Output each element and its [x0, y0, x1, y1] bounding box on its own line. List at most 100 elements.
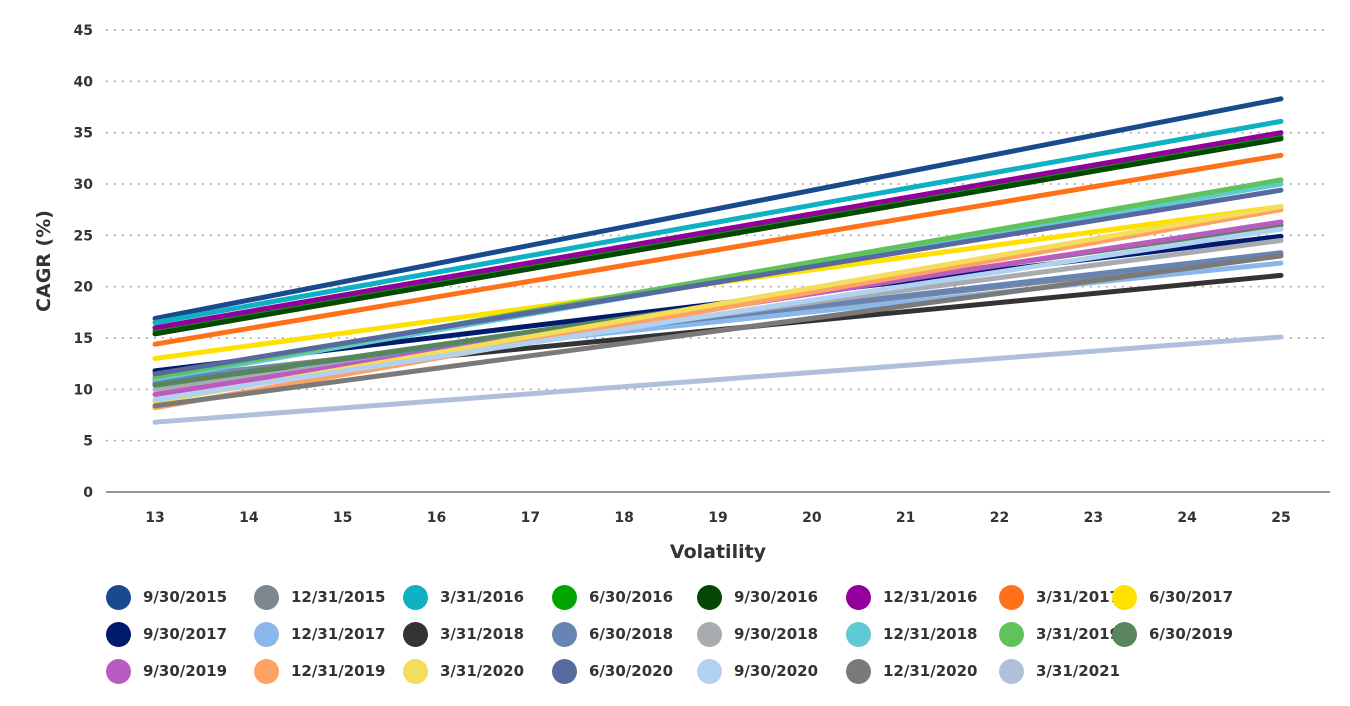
series-line — [152, 187, 1284, 377]
legend-swatch-icon — [999, 621, 1024, 647]
series-line — [152, 130, 1284, 331]
y-tick-label: 35 — [74, 126, 93, 142]
x-tick-label: 22 — [990, 510, 1009, 526]
series-line — [152, 118, 1284, 326]
legend-label: 12/31/2019 — [291, 662, 386, 680]
legend-item[interactable]: 3/31/2018 — [403, 620, 524, 648]
legend-label: 3/31/2018 — [440, 625, 525, 643]
legend-label: 9/30/2015 — [143, 588, 228, 606]
legend-item[interactable]: 3/31/2021 — [999, 657, 1120, 685]
legend-label: 12/31/2020 — [883, 662, 978, 680]
legend-label: 6/30/2017 — [1149, 588, 1234, 606]
legend-item[interactable]: 9/30/2015 — [106, 583, 227, 611]
legend-label: 9/30/2019 — [143, 662, 228, 680]
legend-swatch-icon — [697, 658, 722, 684]
series-line — [152, 334, 1284, 425]
x-tick-label: 16 — [427, 510, 446, 526]
legend-label: 3/31/2021 — [1036, 662, 1121, 680]
legend-swatch-icon — [999, 658, 1024, 684]
legend-swatch-icon — [403, 584, 428, 610]
legend-item[interactable]: 9/30/2016 — [697, 583, 818, 611]
legend-label: 6/30/2020 — [589, 662, 674, 680]
legend-item[interactable]: 3/31/2019 — [999, 620, 1120, 648]
legend-label: 9/30/2016 — [734, 588, 819, 606]
y-tick-label: 30 — [74, 177, 94, 193]
legend-item[interactable]: 12/31/2020 — [846, 657, 977, 685]
legend-label: 9/30/2017 — [143, 625, 228, 643]
x-tick-label: 17 — [521, 510, 540, 526]
legend-item[interactable]: 12/31/2018 — [846, 620, 977, 648]
series-line — [152, 207, 1284, 411]
legend-item[interactable]: 6/30/2019 — [1112, 620, 1233, 648]
x-tick-label: 25 — [1271, 510, 1290, 526]
legend-item[interactable]: 3/31/2020 — [403, 657, 524, 685]
legend-swatch-icon — [552, 658, 577, 684]
series-lines — [152, 96, 1284, 425]
x-tick-label: 24 — [1177, 510, 1197, 526]
legend-item[interactable]: 6/30/2020 — [552, 657, 673, 685]
legend-swatch-icon — [1112, 584, 1137, 610]
legend-item[interactable]: 9/30/2020 — [697, 657, 818, 685]
legend-label: 6/30/2016 — [589, 588, 674, 606]
x-axis-ticks: 13 14 15 16 17 18 19 20 21 22 23 24 25 — [145, 510, 1290, 526]
legend-swatch-icon — [697, 621, 722, 647]
legend-item[interactable]: 12/31/2017 — [254, 620, 385, 648]
series-line — [152, 226, 1284, 403]
legend-item[interactable]: 9/30/2019 — [106, 657, 227, 685]
y-tick-label: 20 — [74, 280, 94, 296]
legend-swatch-icon — [846, 584, 871, 610]
legend-item[interactable]: 6/30/2017 — [1112, 583, 1233, 611]
y-tick-label: 40 — [74, 74, 94, 90]
y-tick-label: 10 — [74, 382, 94, 398]
legend-item[interactable]: 12/31/2019 — [254, 657, 385, 685]
legend-label: 12/31/2017 — [291, 625, 386, 643]
legend-swatch-icon — [403, 658, 428, 684]
legend-swatch-icon — [403, 621, 428, 647]
legend-item[interactable]: 3/31/2017 — [999, 583, 1120, 611]
legend-swatch-icon — [1112, 621, 1137, 647]
legend-swatch-icon — [254, 658, 279, 684]
line-chart: 0 5 10 15 20 25 30 35 40 45 13 14 15 16 17 18 19 20 21 22 2… — [33, 23, 1330, 563]
y-axis-title: CAGR (%) — [33, 210, 55, 312]
series-line — [152, 253, 1284, 409]
legend-label: 12/31/2018 — [883, 625, 978, 643]
legend-item[interactable]: 6/30/2016 — [552, 583, 673, 611]
legend-swatch-icon — [106, 658, 131, 684]
x-tick-label: 15 — [333, 510, 352, 526]
legend-swatch-icon — [697, 584, 722, 610]
legend-item[interactable]: 12/31/2015 — [254, 583, 385, 611]
legend-swatch-icon — [999, 584, 1024, 610]
x-tick-label: 14 — [239, 510, 259, 526]
legend-swatch-icon — [106, 584, 131, 610]
legend-swatch-icon — [846, 658, 871, 684]
series-line — [152, 96, 1284, 321]
x-axis-title: Volatility — [670, 541, 767, 563]
legend-item[interactable]: 6/30/2018 — [552, 620, 673, 648]
y-tick-label: 5 — [83, 434, 93, 450]
y-tick-label: 45 — [74, 23, 93, 39]
legend-label: 3/31/2016 — [440, 588, 525, 606]
legend-swatch-icon — [254, 584, 279, 610]
x-tick-label: 19 — [708, 510, 727, 526]
legend-label: 3/31/2019 — [1036, 625, 1121, 643]
legend-swatch-icon — [106, 621, 131, 647]
legend-item[interactable]: 12/31/2016 — [846, 583, 977, 611]
legend-label: 6/30/2019 — [1149, 625, 1234, 643]
legend-label: 6/30/2018 — [589, 625, 674, 643]
legend-label: 12/31/2015 — [291, 588, 386, 606]
legend-item[interactable]: 9/30/2017 — [106, 620, 227, 648]
x-tick-label: 18 — [614, 510, 633, 526]
x-tick-label: 23 — [1084, 510, 1103, 526]
legend-swatch-icon — [254, 621, 279, 647]
legend-item[interactable]: 3/31/2016 — [403, 583, 524, 611]
x-tick-label: 13 — [145, 510, 164, 526]
x-tick-label: 20 — [802, 510, 822, 526]
legend-label: 9/30/2020 — [734, 662, 819, 680]
x-tick-label: 21 — [896, 510, 915, 526]
series-line — [152, 152, 1284, 347]
legend-item[interactable]: 9/30/2018 — [697, 620, 818, 648]
series-line — [152, 136, 1284, 337]
legend-swatch-icon — [552, 584, 577, 610]
legend-label: 9/30/2018 — [734, 625, 819, 643]
y-tick-label: 0 — [83, 485, 93, 501]
